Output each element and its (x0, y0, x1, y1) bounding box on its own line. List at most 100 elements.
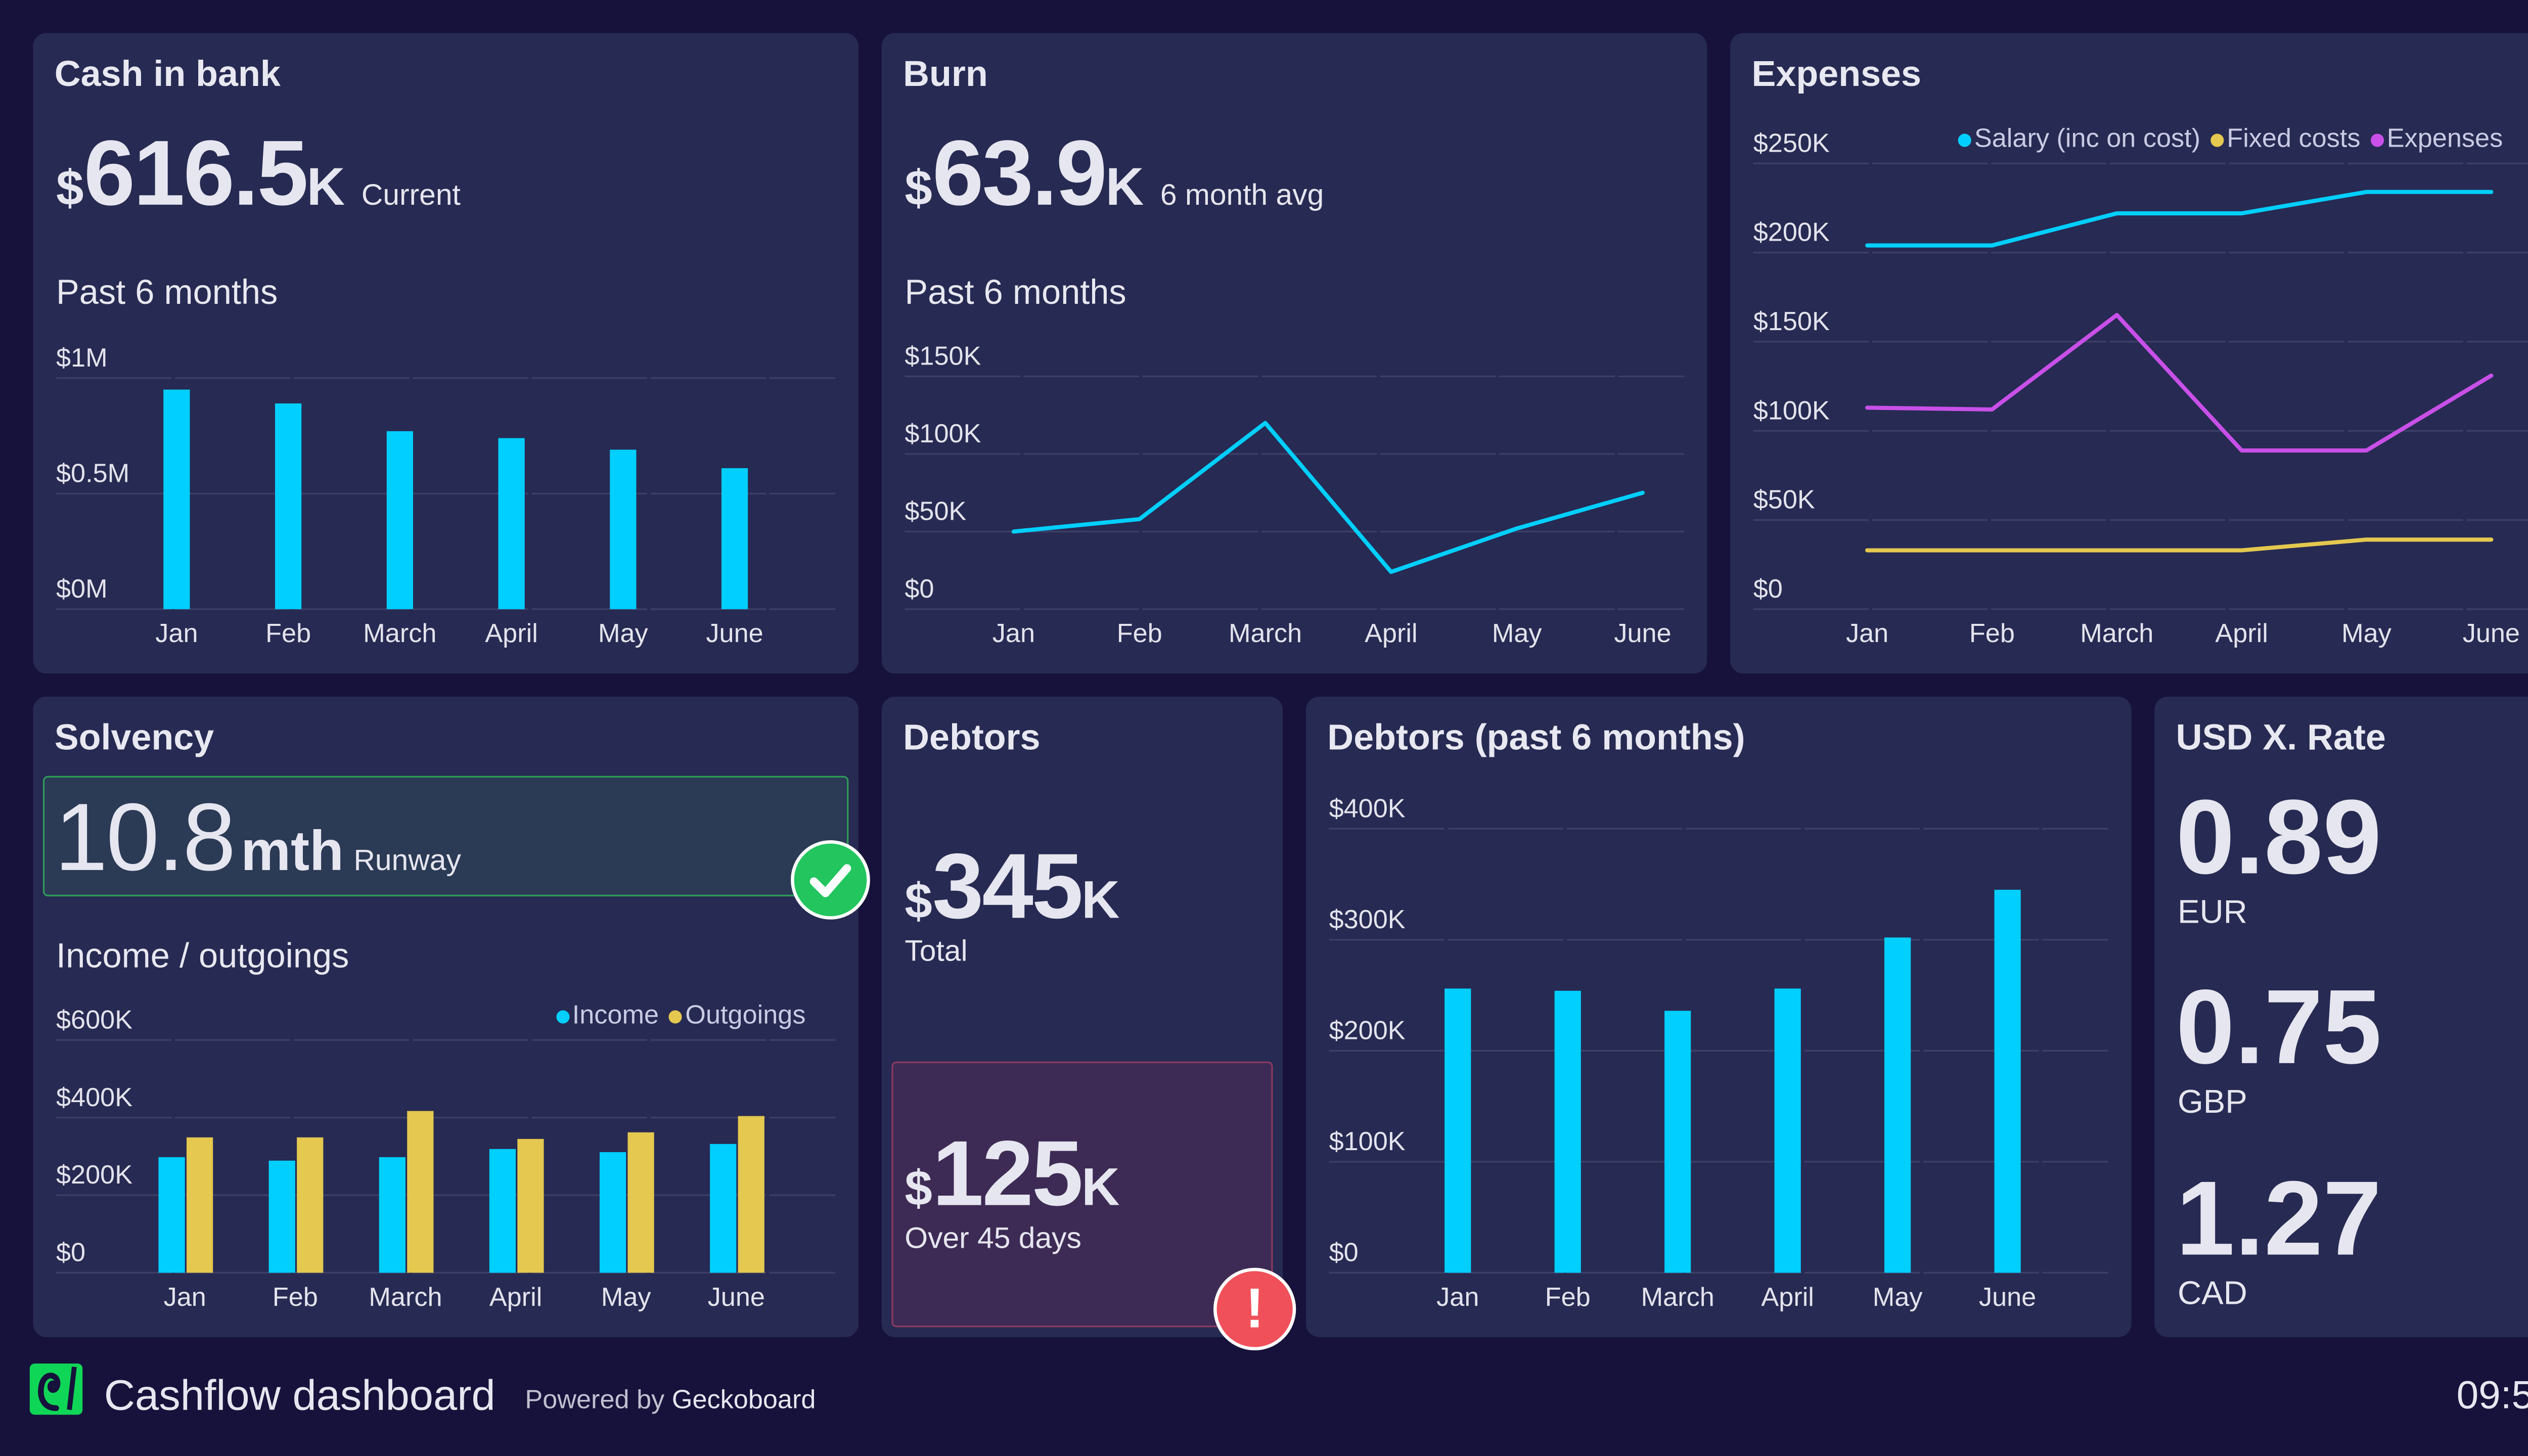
y-tick-label: $100K (905, 419, 981, 448)
x-tick-label: May (1492, 619, 1543, 648)
bar-debtors-feb (1554, 990, 1581, 1273)
income-outgoings-bar-chart: $0 $200K $400K $600K Jan Feb March April May June (56, 1005, 836, 1312)
runway-box (42, 776, 849, 897)
subtitle: Past 6 months (905, 274, 1126, 312)
value-number: 616.5 (83, 120, 309, 225)
y-tick-label: $200K (1329, 1016, 1406, 1045)
bar-income-june (710, 1144, 737, 1273)
subtitle: Past 6 months (56, 274, 278, 312)
x-tick-label: Jan (155, 619, 198, 648)
y-tick-label: $0 (1329, 1238, 1359, 1267)
value-number: 63.9 (932, 120, 1107, 225)
y-tick-label: $0 (905, 574, 934, 604)
geckoboard-logo-icon (29, 1363, 83, 1415)
gbp-rate-value: 0.75 (2176, 967, 2382, 1086)
x-tick-label: April (489, 1283, 542, 1312)
value-note: 6 month avg (1160, 178, 1324, 211)
bar-debtors-jan (1444, 988, 1471, 1273)
cad-rate-value: 1.27 (2176, 1159, 2382, 1278)
x-tick-label: April (2215, 619, 2268, 648)
legend-item-outgoings: Outgoings (668, 1002, 805, 1032)
burn-value: $ 63.9 K 6 month avg (905, 119, 1324, 226)
line-series-burn (1011, 421, 1645, 574)
y-tick-label: $0 (56, 1238, 85, 1267)
x-tick-label: Jan (1436, 1283, 1479, 1312)
solvency-widget: Solvency 10.8 mth Runway Income / outgoi… (33, 696, 870, 1337)
legend-label: Salary (inc on cost) (1974, 125, 2201, 154)
bar-debtors-april (1774, 988, 1801, 1273)
chart-legend: Salary (inc on cost) Fixed costs Expense… (1958, 125, 2503, 155)
cad-rate-label: CAD (2177, 1276, 2247, 1312)
y-tick-label: $200K (1753, 218, 1830, 247)
line-series-expenses (1865, 312, 2494, 453)
bar-cash-jan (163, 389, 190, 609)
y-tick-label: $600K (56, 1005, 132, 1034)
x-tick-label: May (1873, 1283, 1923, 1312)
currency-symbol: $ (56, 162, 84, 216)
currency-symbol: $ (905, 875, 932, 930)
x-tick-label: Feb (1969, 619, 2015, 648)
eur-rate-label: EUR (2177, 894, 2247, 931)
x-tick-label: June (708, 1283, 765, 1312)
y-tick-label: $150K (1753, 307, 1830, 336)
bar-outgoings-may (627, 1132, 654, 1273)
value-unit: mth (241, 820, 344, 883)
widget-title: Burn (903, 53, 988, 95)
powered-by-prefix: Powered by (525, 1386, 665, 1415)
subtitle: Income / outgoings (56, 937, 349, 976)
widget-title: Solvency (54, 716, 214, 758)
fx-rate-widget: USD X. Rate 0.89 EUR 0.75 GBP 1.27 CAD (2154, 696, 2528, 1337)
bar-cash-feb (275, 403, 302, 609)
legend-label: Income (572, 1002, 659, 1030)
cash-bar-chart: $0M $0.5M $1M Jan Feb March April May June (56, 343, 836, 648)
value-number: 10.8 (54, 784, 236, 892)
cash-value: $ 616.5 K Current (56, 119, 461, 226)
bar-debtors-march (1664, 1011, 1691, 1273)
y-tick-label: $1M (56, 343, 108, 373)
y-tick-label: $100K (1329, 1127, 1406, 1156)
x-tick-label: Jan (1846, 619, 1888, 648)
expenses-line-chart: $0 $50K $100K $150K $200K $250K Jan Feb March Apr… (1753, 128, 2528, 648)
y-tick-label: $100K (1753, 396, 1830, 425)
x-tick-label: June (1979, 1283, 2036, 1312)
x-tick-label: April (1761, 1283, 1814, 1312)
legend-dot (1958, 133, 1971, 147)
widget-title: Cash in bank (54, 53, 281, 95)
cash-in-bank-widget: Cash in bank $ 616.5 K Current Past 6 mo… (33, 33, 859, 674)
legend-item-expenses: Expenses (2370, 125, 2503, 155)
legend-dot (2210, 133, 2224, 147)
y-tick-label: $300K (1329, 905, 1406, 934)
x-tick-label: Feb (1117, 619, 1162, 648)
line-series-fixed-costs (1865, 537, 2494, 553)
y-tick-label: $400K (1329, 794, 1406, 823)
burn-widget: Burn $ 63.9 K 6 month avg Past 6 months … (881, 33, 1707, 674)
bar-cash-may (610, 449, 637, 609)
y-tick-label: $0M (56, 574, 108, 604)
x-tick-label: March (369, 1283, 442, 1312)
line-series-salary-inc-on-cost- (1865, 190, 2494, 248)
burn-line-chart: $0 $50K $100K $150K Jan Feb March April May June (905, 342, 1684, 648)
x-tick-label: May (601, 1283, 652, 1312)
bar-income-feb (268, 1160, 295, 1273)
runway-value: 10.8 mth Runway (55, 783, 461, 893)
bar-outgoings-jan (186, 1137, 213, 1273)
debtors-bar-chart: $0 $100K $200K $300K $400K Jan Feb March April Ma… (1329, 794, 2108, 1312)
y-tick-label: $0 (1753, 574, 1783, 604)
x-tick-label: March (2080, 619, 2153, 648)
legend-label: Fixed costs (2227, 125, 2361, 154)
y-tick-label: $400K (56, 1083, 132, 1112)
x-tick-label: June (1614, 619, 1671, 648)
check-circle-icon (791, 840, 870, 920)
debtors-overdue-value: $ 125 K (905, 1119, 1136, 1226)
widget-title: Debtors (past 6 months) (1327, 716, 1745, 758)
bar-income-jan (158, 1157, 185, 1273)
x-tick-label: Jan (992, 619, 1035, 648)
value-number: 345 (932, 833, 1084, 938)
legend-label: Expenses (2386, 125, 2503, 154)
bar-income-march (379, 1157, 405, 1273)
bar-cash-june (721, 468, 748, 609)
x-tick-label: April (1365, 619, 1418, 648)
powered-by-brand[interactable]: Geckoboard (671, 1386, 816, 1415)
value-note: Over 45 days (905, 1221, 1081, 1255)
